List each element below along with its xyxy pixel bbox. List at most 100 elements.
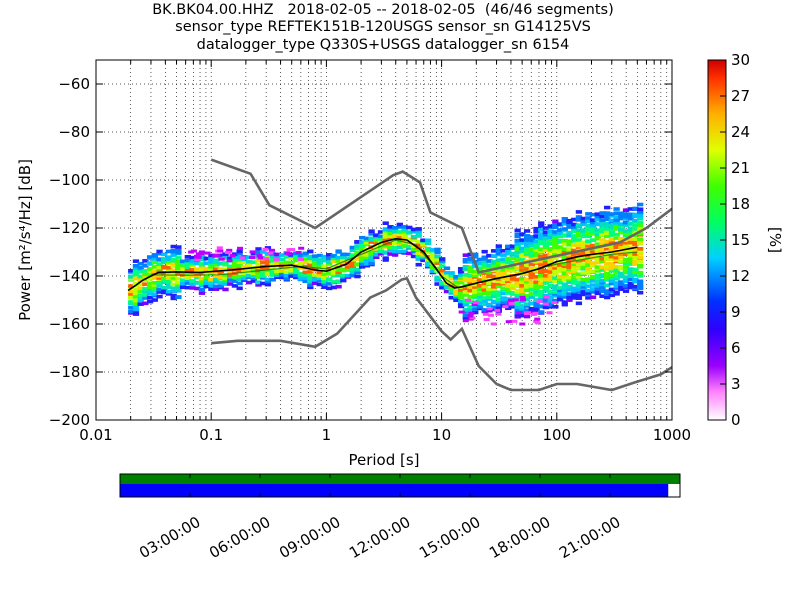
density-cell [260, 271, 267, 276]
density-cell [222, 261, 229, 265]
density-cell [382, 237, 389, 242]
density-cell [613, 211, 620, 215]
density-cell [198, 279, 206, 284]
density-cell [618, 222, 625, 226]
density-cell [184, 258, 191, 263]
density-cell [448, 286, 455, 290]
density-cell [349, 245, 356, 250]
density-cell [415, 248, 422, 252]
density-cell [146, 288, 154, 293]
density-cell [556, 293, 564, 298]
density-cell [189, 255, 196, 260]
density-cell [208, 267, 215, 272]
density-cell [528, 250, 535, 254]
density-cell [151, 286, 158, 290]
density-cell [462, 302, 469, 307]
density-cell [575, 272, 583, 277]
density-cell [585, 267, 592, 271]
density-cell [575, 233, 583, 238]
density-cell [344, 256, 352, 261]
density-cell [335, 249, 342, 254]
density-cell [632, 273, 639, 277]
density-cell [547, 298, 554, 303]
density-cell [142, 292, 149, 296]
density-cell [359, 255, 366, 259]
density-cell [505, 244, 512, 249]
density-cell [566, 247, 573, 251]
density-cell [538, 239, 545, 244]
density-cell [311, 263, 319, 267]
density-cell [278, 253, 286, 257]
density-cell [580, 271, 587, 275]
density-cell [589, 279, 597, 283]
density-cell [137, 282, 144, 286]
density-cell [536, 300, 543, 304]
density-cell [424, 246, 432, 251]
density-cell [622, 262, 630, 266]
density-cell [571, 222, 578, 227]
density-cell [632, 270, 639, 275]
density-cell [354, 256, 361, 261]
density-cell [495, 290, 502, 295]
density-cell [494, 308, 501, 312]
density-cell [396, 235, 404, 239]
density-cell [170, 264, 177, 269]
density-cell [165, 282, 173, 286]
density-cell [415, 251, 422, 255]
density-cell [420, 254, 427, 259]
density-cell [377, 234, 385, 239]
density-cell [156, 274, 163, 278]
density-cell [307, 249, 314, 254]
density-cell [542, 276, 550, 281]
density-cell [580, 216, 587, 221]
density-cell [170, 253, 177, 257]
density-cell [608, 254, 616, 259]
density-cell [363, 238, 371, 243]
density-cell [622, 269, 630, 273]
density-cell [580, 292, 587, 297]
density-cell [198, 281, 206, 286]
density-cell [533, 241, 540, 246]
density-cell [326, 256, 333, 261]
timeline-tick-label: 03:00:00 [136, 513, 203, 562]
density-cell [396, 230, 404, 234]
density-cell [396, 245, 404, 250]
density-cell [519, 283, 526, 288]
density-cell [481, 255, 488, 260]
density-cell [137, 261, 144, 266]
density-cell [589, 222, 597, 227]
density-cell [528, 306, 535, 311]
x-tick-label: 0.1 [199, 426, 223, 444]
density-cell [571, 229, 578, 234]
density-cell [556, 228, 564, 232]
density-cell [469, 316, 476, 320]
density-cell [462, 278, 469, 283]
density-cell [566, 275, 573, 280]
density-cell [599, 232, 606, 237]
density-cell [203, 284, 210, 289]
density-cell [509, 283, 517, 287]
density-cell [236, 286, 243, 291]
density-cell [462, 266, 469, 271]
density-cell [547, 235, 554, 239]
density-cell [269, 266, 276, 270]
density-cell [580, 250, 587, 254]
density-cell [359, 244, 366, 248]
density-cell [580, 280, 587, 284]
density-cell [472, 280, 479, 284]
density-cell [335, 259, 342, 263]
density-cell [571, 238, 578, 243]
density-cell [571, 262, 578, 267]
density-cell [198, 287, 206, 292]
density-cell [519, 289, 526, 294]
density-cell [382, 235, 389, 239]
density-cell [632, 286, 639, 291]
density-cell [132, 282, 140, 286]
density-cell [604, 251, 611, 256]
density-cell [354, 246, 361, 251]
density-cell [599, 289, 606, 294]
density-cell [391, 241, 399, 245]
density-cell [608, 262, 616, 266]
density-cell [222, 252, 229, 256]
density-cell [519, 254, 526, 258]
